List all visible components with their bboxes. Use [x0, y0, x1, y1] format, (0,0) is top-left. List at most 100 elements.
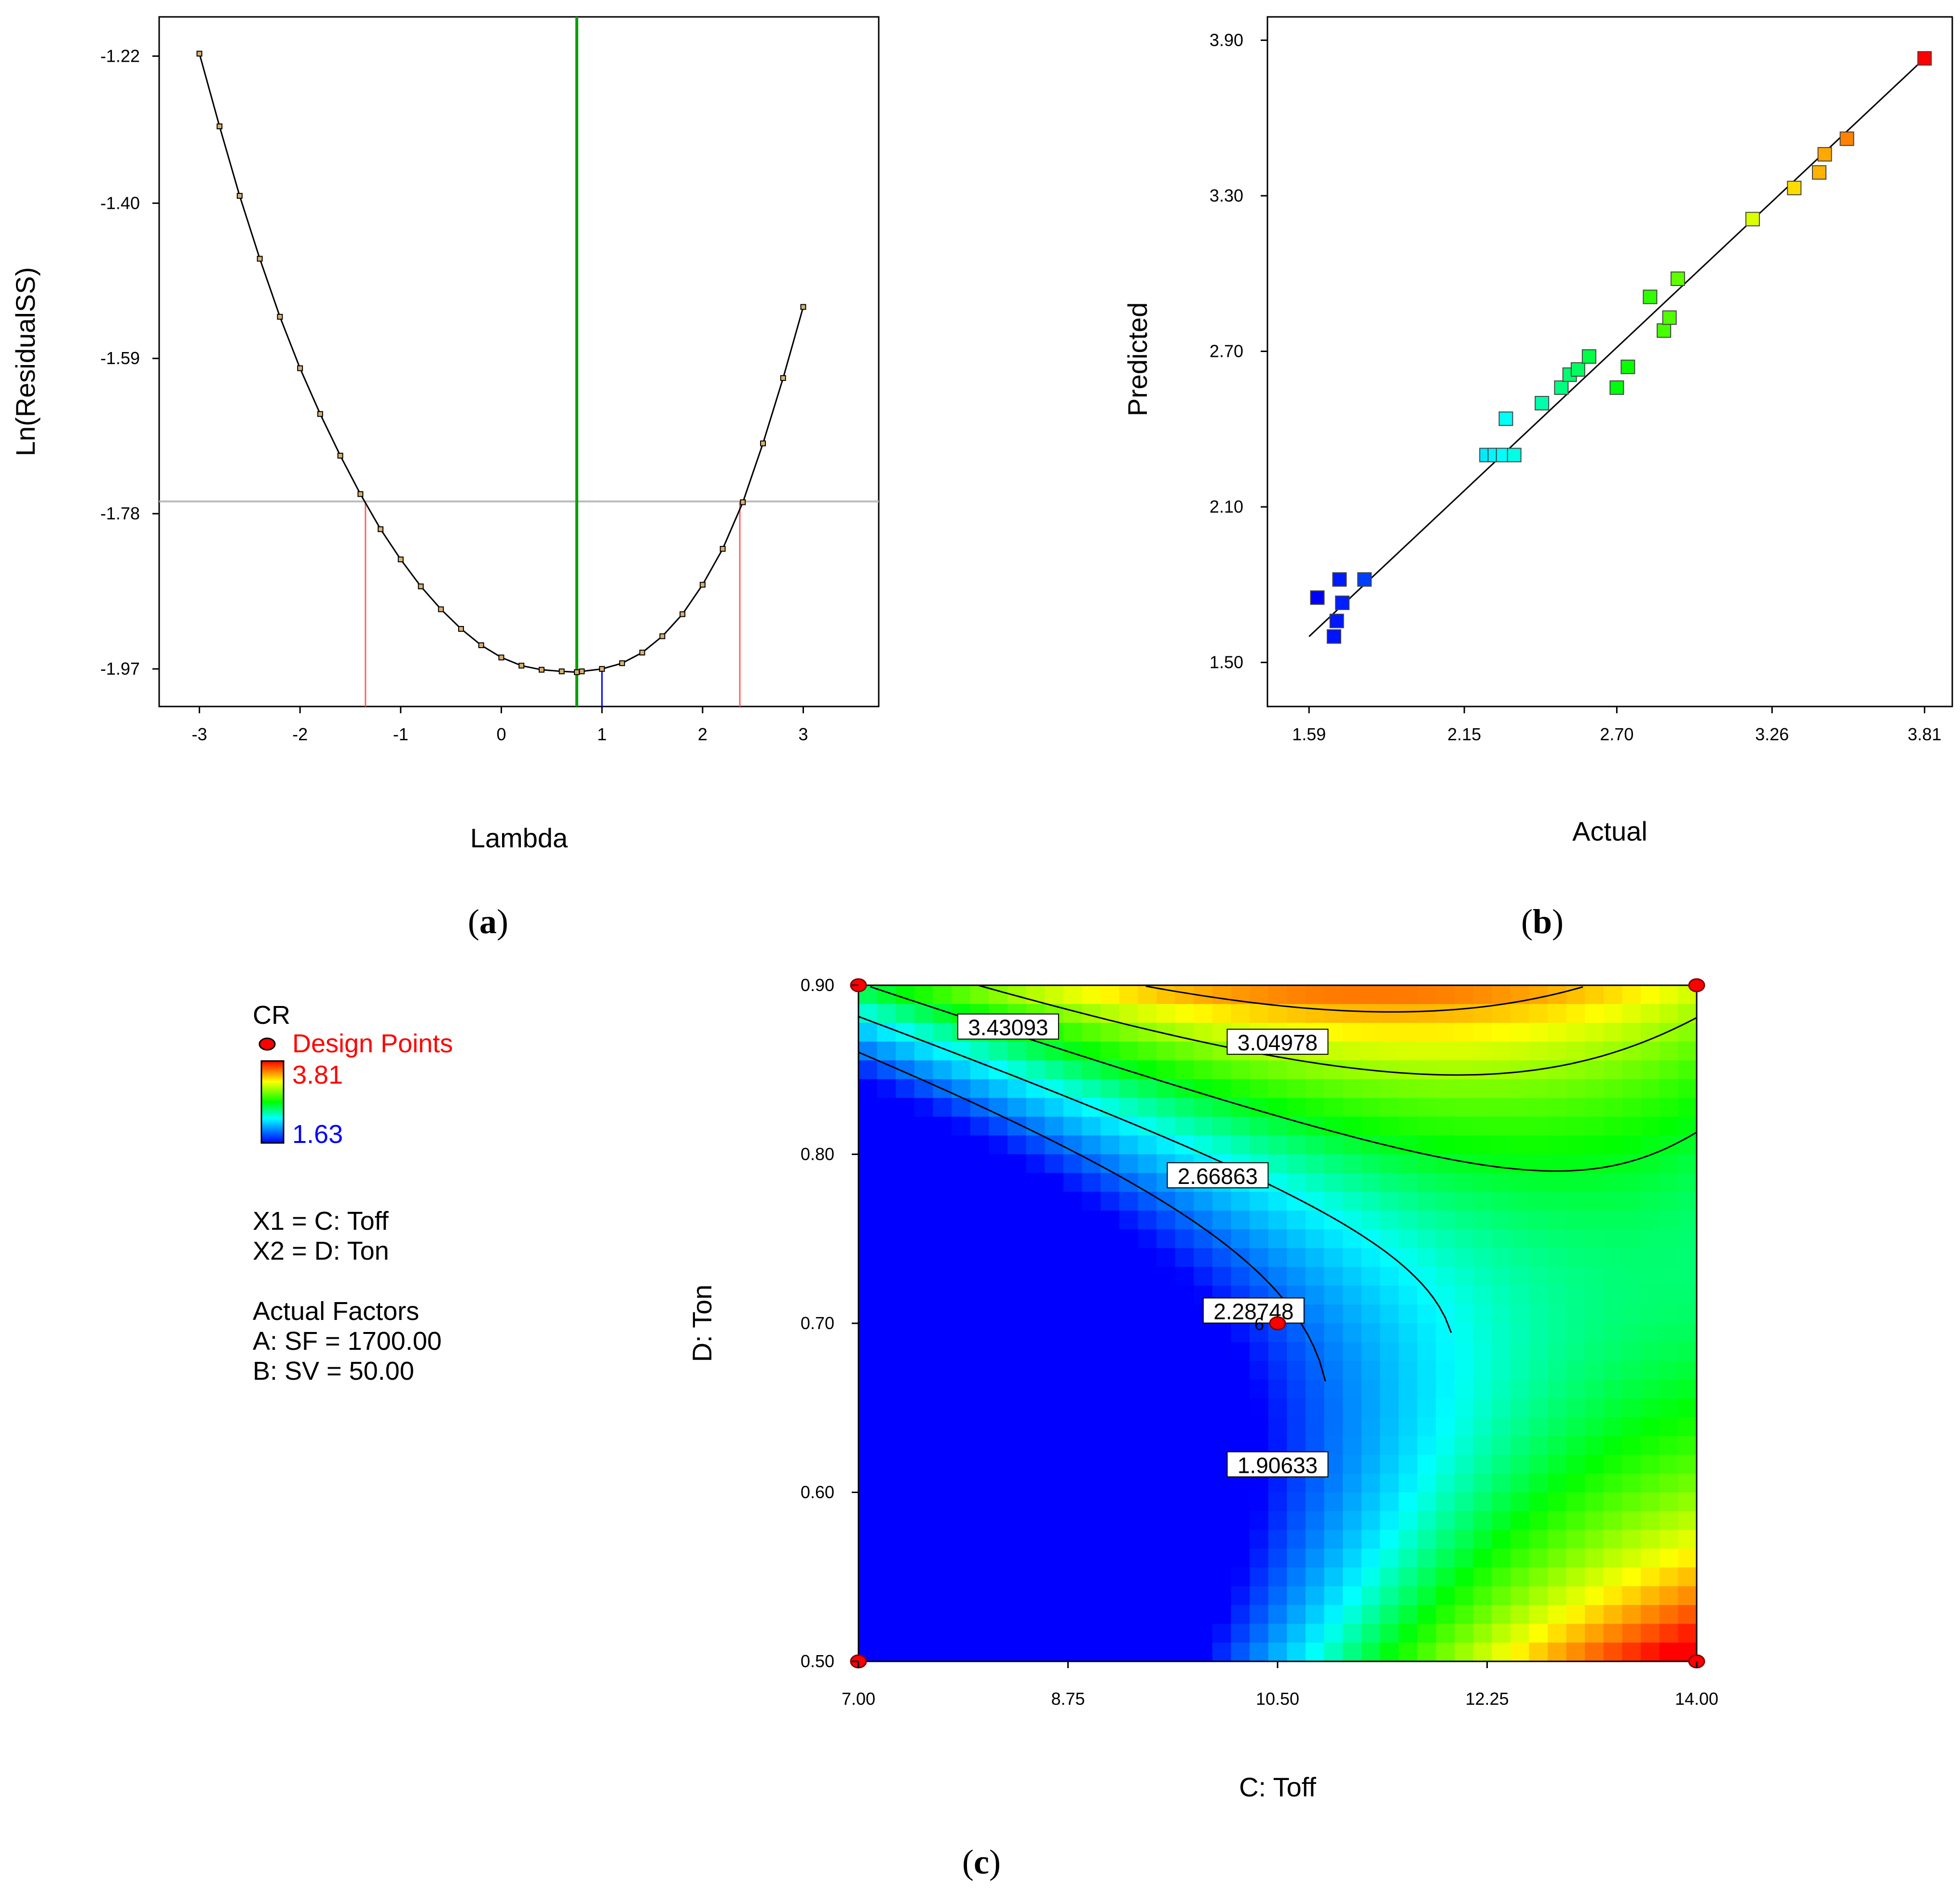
- heatmap-cell: [1659, 1248, 1679, 1267]
- heatmap-cell: [1585, 1530, 1604, 1549]
- heatmap-cell: [1492, 1060, 1511, 1080]
- heatmap-cell: [1659, 1605, 1679, 1624]
- heatmap-cell: [1473, 1098, 1492, 1117]
- heatmap-cell: [970, 1154, 990, 1174]
- heatmap-cell: [1119, 1567, 1139, 1587]
- heatmap-cell: [1436, 1549, 1455, 1568]
- heatmap-cell: [1305, 1417, 1325, 1437]
- heatmap-cell: [1678, 1624, 1697, 1643]
- heatmap-cell: [1454, 1173, 1474, 1193]
- heatmap-cell: [1212, 1398, 1232, 1418]
- heatmap-cell: [1268, 1511, 1288, 1531]
- heatmap-cell: [1101, 1210, 1120, 1230]
- heatmap-cell: [952, 1286, 971, 1305]
- heatmap-cell: [1101, 1605, 1120, 1624]
- contour-line: [858, 1016, 1452, 1333]
- heatmap-cell: [858, 1041, 878, 1061]
- heatmap-cell: [1045, 1511, 1064, 1531]
- heatmap-cell: [952, 1154, 971, 1174]
- heatmap-cell: [1510, 1567, 1530, 1587]
- heatmap-cell: [1343, 1079, 1362, 1099]
- heatmap-cell: [1119, 1605, 1139, 1624]
- heatmap-cell: [1473, 1436, 1492, 1455]
- heatmap-cell: [1473, 1549, 1492, 1568]
- heatmap-cell: [1622, 1417, 1641, 1437]
- heatmap-cell: [989, 1323, 1008, 1343]
- heatmap-cell: [1324, 1135, 1343, 1155]
- data-point: [1329, 613, 1344, 628]
- heatmap-cell: [1287, 1098, 1306, 1117]
- heatmap-cell: [1119, 1210, 1139, 1230]
- heatmap-cell: [1454, 1041, 1474, 1061]
- heatmap-cell: [1119, 1192, 1139, 1211]
- heatmap-cell: [1045, 1305, 1064, 1324]
- heatmap-cell: [1399, 1643, 1418, 1662]
- heatmap-cell: [858, 1267, 878, 1286]
- data-point: [1554, 380, 1569, 395]
- heatmap-cell: [952, 1135, 971, 1155]
- heatmap-cell: [1603, 1436, 1623, 1455]
- heatmap-cell: [1063, 1417, 1083, 1437]
- heatmap-cell: [1417, 1643, 1437, 1662]
- heatmap-cell: [1063, 1511, 1083, 1531]
- curve-point: [720, 545, 726, 552]
- heatmap-cell: [1603, 1643, 1623, 1662]
- curve-point: [599, 666, 605, 672]
- heatmap-cell: [1119, 1248, 1139, 1267]
- heatmap-cell: [1436, 1342, 1455, 1361]
- heatmap-cell: [877, 1135, 897, 1155]
- heatmap-cell: [1641, 1549, 1660, 1568]
- heatmap-cell: [1436, 1492, 1455, 1512]
- heatmap-cell: [933, 1624, 952, 1643]
- heatmap-cell: [1305, 1379, 1325, 1399]
- heatmap-cell: [1436, 1229, 1455, 1249]
- heatmap-cell: [1548, 1643, 1567, 1662]
- heatmap-cell: [1156, 1624, 1176, 1643]
- heatmap-cell: [1287, 1624, 1306, 1643]
- heatmap-cell: [1510, 1643, 1530, 1662]
- heatmap-cell: [1231, 1624, 1250, 1643]
- heatmap-cell: [1566, 1229, 1586, 1249]
- heatmap-cell: [1659, 1060, 1679, 1080]
- heatmap-cell: [1510, 1360, 1530, 1380]
- curve-point: [438, 606, 444, 612]
- heatmap-cell: [970, 1624, 990, 1643]
- heatmap-cell: [1268, 1360, 1288, 1380]
- heatmap-cell: [1473, 1417, 1492, 1437]
- heatmap-cell: [1343, 1173, 1362, 1193]
- heatmap-cell: [1659, 1305, 1679, 1324]
- heatmap-cell: [1231, 1060, 1250, 1080]
- heatmap-cell: [1063, 1154, 1083, 1174]
- heatmap-cell: [989, 1229, 1008, 1249]
- heatmap-cell: [858, 1248, 878, 1267]
- heatmap-cell: [1007, 1643, 1027, 1662]
- heatmap-cell: [1138, 1417, 1157, 1437]
- heatmap-cell: [1324, 985, 1343, 1005]
- heatmap-cell: [1101, 1379, 1120, 1399]
- heatmap-cell: [1361, 1511, 1381, 1531]
- heatmap-cell: [858, 1229, 878, 1249]
- heatmap-cell: [1436, 1624, 1455, 1643]
- heatmap-cell: [1510, 1041, 1530, 1061]
- heatmap-cell: [1417, 1530, 1437, 1549]
- heatmap-cell: [877, 1605, 897, 1624]
- heatmap-cell: [1119, 1586, 1139, 1605]
- heatmap-cell: [1399, 1549, 1418, 1568]
- heatmap-cell: [1324, 1530, 1343, 1549]
- heatmap-cell: [1212, 1079, 1232, 1099]
- heatmap-cell: [1138, 1586, 1157, 1605]
- heatmap-cell: [1194, 1436, 1213, 1455]
- heatmap-cell: [1399, 1323, 1418, 1343]
- heatmap-cell: [1026, 1060, 1046, 1080]
- heatmap-cell: [989, 1154, 1008, 1174]
- heatmap-cell: [1585, 1624, 1604, 1643]
- heatmap-cell: [1082, 1473, 1101, 1493]
- heatmap-cell: [1492, 1643, 1511, 1662]
- heatmap-cell: [1641, 1210, 1660, 1230]
- heatmap-cell: [1380, 1473, 1399, 1493]
- heatmap-cell: [1380, 1511, 1399, 1531]
- heatmap-cell: [1417, 1379, 1437, 1399]
- heatmap-cell: [1305, 1530, 1325, 1549]
- heatmap-cell: [1007, 1173, 1027, 1193]
- heatmap-cell: [1585, 1192, 1604, 1211]
